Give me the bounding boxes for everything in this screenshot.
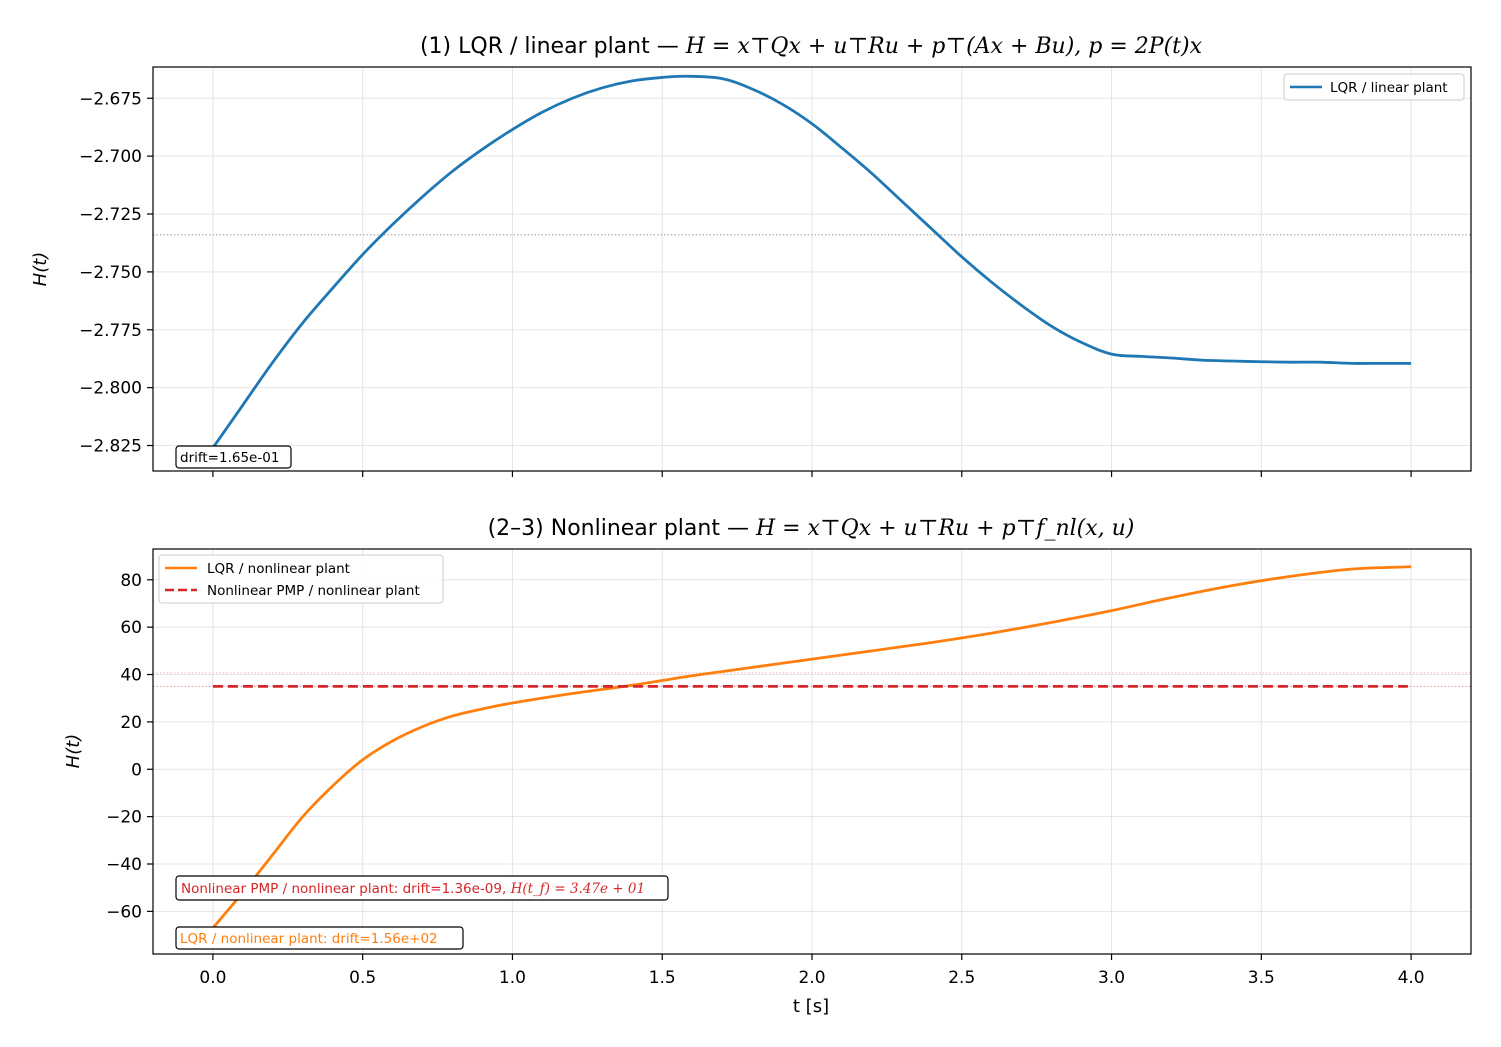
panel-1-ylabel: H(t) xyxy=(30,252,51,287)
x-tick-label: 0.0 xyxy=(199,968,226,988)
y-tick-label: 40 xyxy=(120,666,142,686)
y-tick-label: 0 xyxy=(131,760,142,780)
pmp-annotation-plain: Nonlinear PMP / nonlinear plant: drift=1… xyxy=(181,881,511,897)
panel-2-ylabel: H(t) xyxy=(63,734,84,769)
y-tick-label: −2.800 xyxy=(79,379,142,399)
panel-1-annotation-text: drift=1.65e-01 xyxy=(180,450,279,466)
x-tick-label: 3.5 xyxy=(1248,968,1275,988)
panel-lqr-linear: (1) LQR / linear plant — H = x⊤Qx + u⊤Ru… xyxy=(30,34,1472,477)
panel-1-title-math: H = x⊤Qx + u⊤Ru + p⊤(Ax + Bu), p = 2P(t)… xyxy=(685,34,1203,59)
panel-2-pmp-annotation: Nonlinear PMP / nonlinear plant: drift=1… xyxy=(175,875,669,901)
panel-1-legend: LQR / linear plant xyxy=(1283,73,1465,101)
panel-1-annotation-box xyxy=(175,445,292,469)
y-tick-label: −2.825 xyxy=(79,437,142,457)
panel-2-title-plain: (2–3) Nonlinear plant — xyxy=(488,516,756,541)
legend-label-lqr-nonlinear: LQR / nonlinear plant xyxy=(207,561,350,577)
legend-label-lqr-linear: LQR / linear plant xyxy=(1330,80,1448,96)
y-tick-label: 80 xyxy=(120,571,142,591)
x-tick-label: 1.5 xyxy=(649,968,676,988)
panel-1-legend-box xyxy=(1283,73,1465,101)
panel-2-title-math: H = x⊤Qx + u⊤Ru + p⊤f_nl(x, u) xyxy=(755,516,1134,541)
panel-2-legend: LQR / nonlinear plant Nonlinear PMP / no… xyxy=(158,554,444,604)
panel-1-y-ticks: −2.825 −2.800 −2.775 −2.750 −2.725 −2.700 −2.6… xyxy=(79,89,153,457)
x-tick-label: 1.0 xyxy=(499,968,526,988)
panel-2-xlabel: t [s] xyxy=(793,996,829,1017)
panel-2-pmp-annotation-text: Nonlinear PMP / nonlinear plant: drift=1… xyxy=(181,881,645,897)
x-tick-label: 4.0 xyxy=(1398,968,1425,988)
y-tick-label: −2.700 xyxy=(79,147,142,167)
x-tick-label: 3.0 xyxy=(1098,968,1125,988)
panel-1-series xyxy=(211,74,1412,449)
y-tick-label: 20 xyxy=(120,713,142,733)
x-tick-label: 0.5 xyxy=(349,968,376,988)
panel-1-x-ticks xyxy=(212,471,1412,477)
y-tick-label: −2.675 xyxy=(79,89,142,109)
panel-2-y-ticks: −60 −40 −20 0 20 40 60 80 xyxy=(106,571,153,922)
series-line-lqr-linear-plant xyxy=(211,74,1412,449)
legend-label-pmp-nonlinear: Nonlinear PMP / nonlinear plant xyxy=(207,583,420,599)
panel-2-reference-lines xyxy=(153,672,1471,687)
panel-nonlinear: (2–3) Nonlinear plant — H = x⊤Qx + u⊤Ru … xyxy=(63,516,1472,1017)
panel-2-title: (2–3) Nonlinear plant — H = x⊤Qx + u⊤Ru … xyxy=(488,516,1135,541)
y-tick-label: −2.775 xyxy=(79,321,142,341)
y-tick-label: −60 xyxy=(106,902,142,922)
panel-2-legend-box xyxy=(158,554,444,604)
panel-2-x-ticks: 0.0 0.5 1.0 1.5 2.0 2.5 3.0 3.5 4.0 xyxy=(199,954,1425,988)
panel-2-lqr-annotation-box xyxy=(175,926,464,950)
y-tick-label: −20 xyxy=(106,808,142,828)
y-tick-label: −2.725 xyxy=(79,205,142,225)
y-tick-label: 60 xyxy=(120,618,142,638)
panel-2-lqr-annotation: LQR / nonlinear plant: drift=1.56e+02 xyxy=(175,926,464,950)
panel-2-series xyxy=(211,565,1412,929)
y-tick-label: −40 xyxy=(106,855,142,875)
panel-1-grid xyxy=(153,67,1471,471)
panel-1-drift-annotation: drift=1.65e-01 xyxy=(175,445,292,469)
panel-2-grid xyxy=(153,549,1471,954)
panel-2-lqr-annotation-text: LQR / nonlinear plant: drift=1.56e+02 xyxy=(180,931,438,947)
y-tick-label: −2.750 xyxy=(79,263,142,283)
series-line-lqr-nonlinear-plant xyxy=(211,565,1412,929)
x-tick-label: 2.5 xyxy=(948,968,975,988)
panel-1-title-plain: (1) LQR / linear plant — xyxy=(420,34,686,59)
panel-1-title: (1) LQR / linear plant — H = x⊤Qx + u⊤Ru… xyxy=(420,34,1203,59)
pmp-annotation-math: H(t_f) = 3.47e + 01 xyxy=(510,881,646,897)
x-tick-label: 2.0 xyxy=(798,968,825,988)
panel-2-pmp-annotation-box xyxy=(175,875,669,901)
